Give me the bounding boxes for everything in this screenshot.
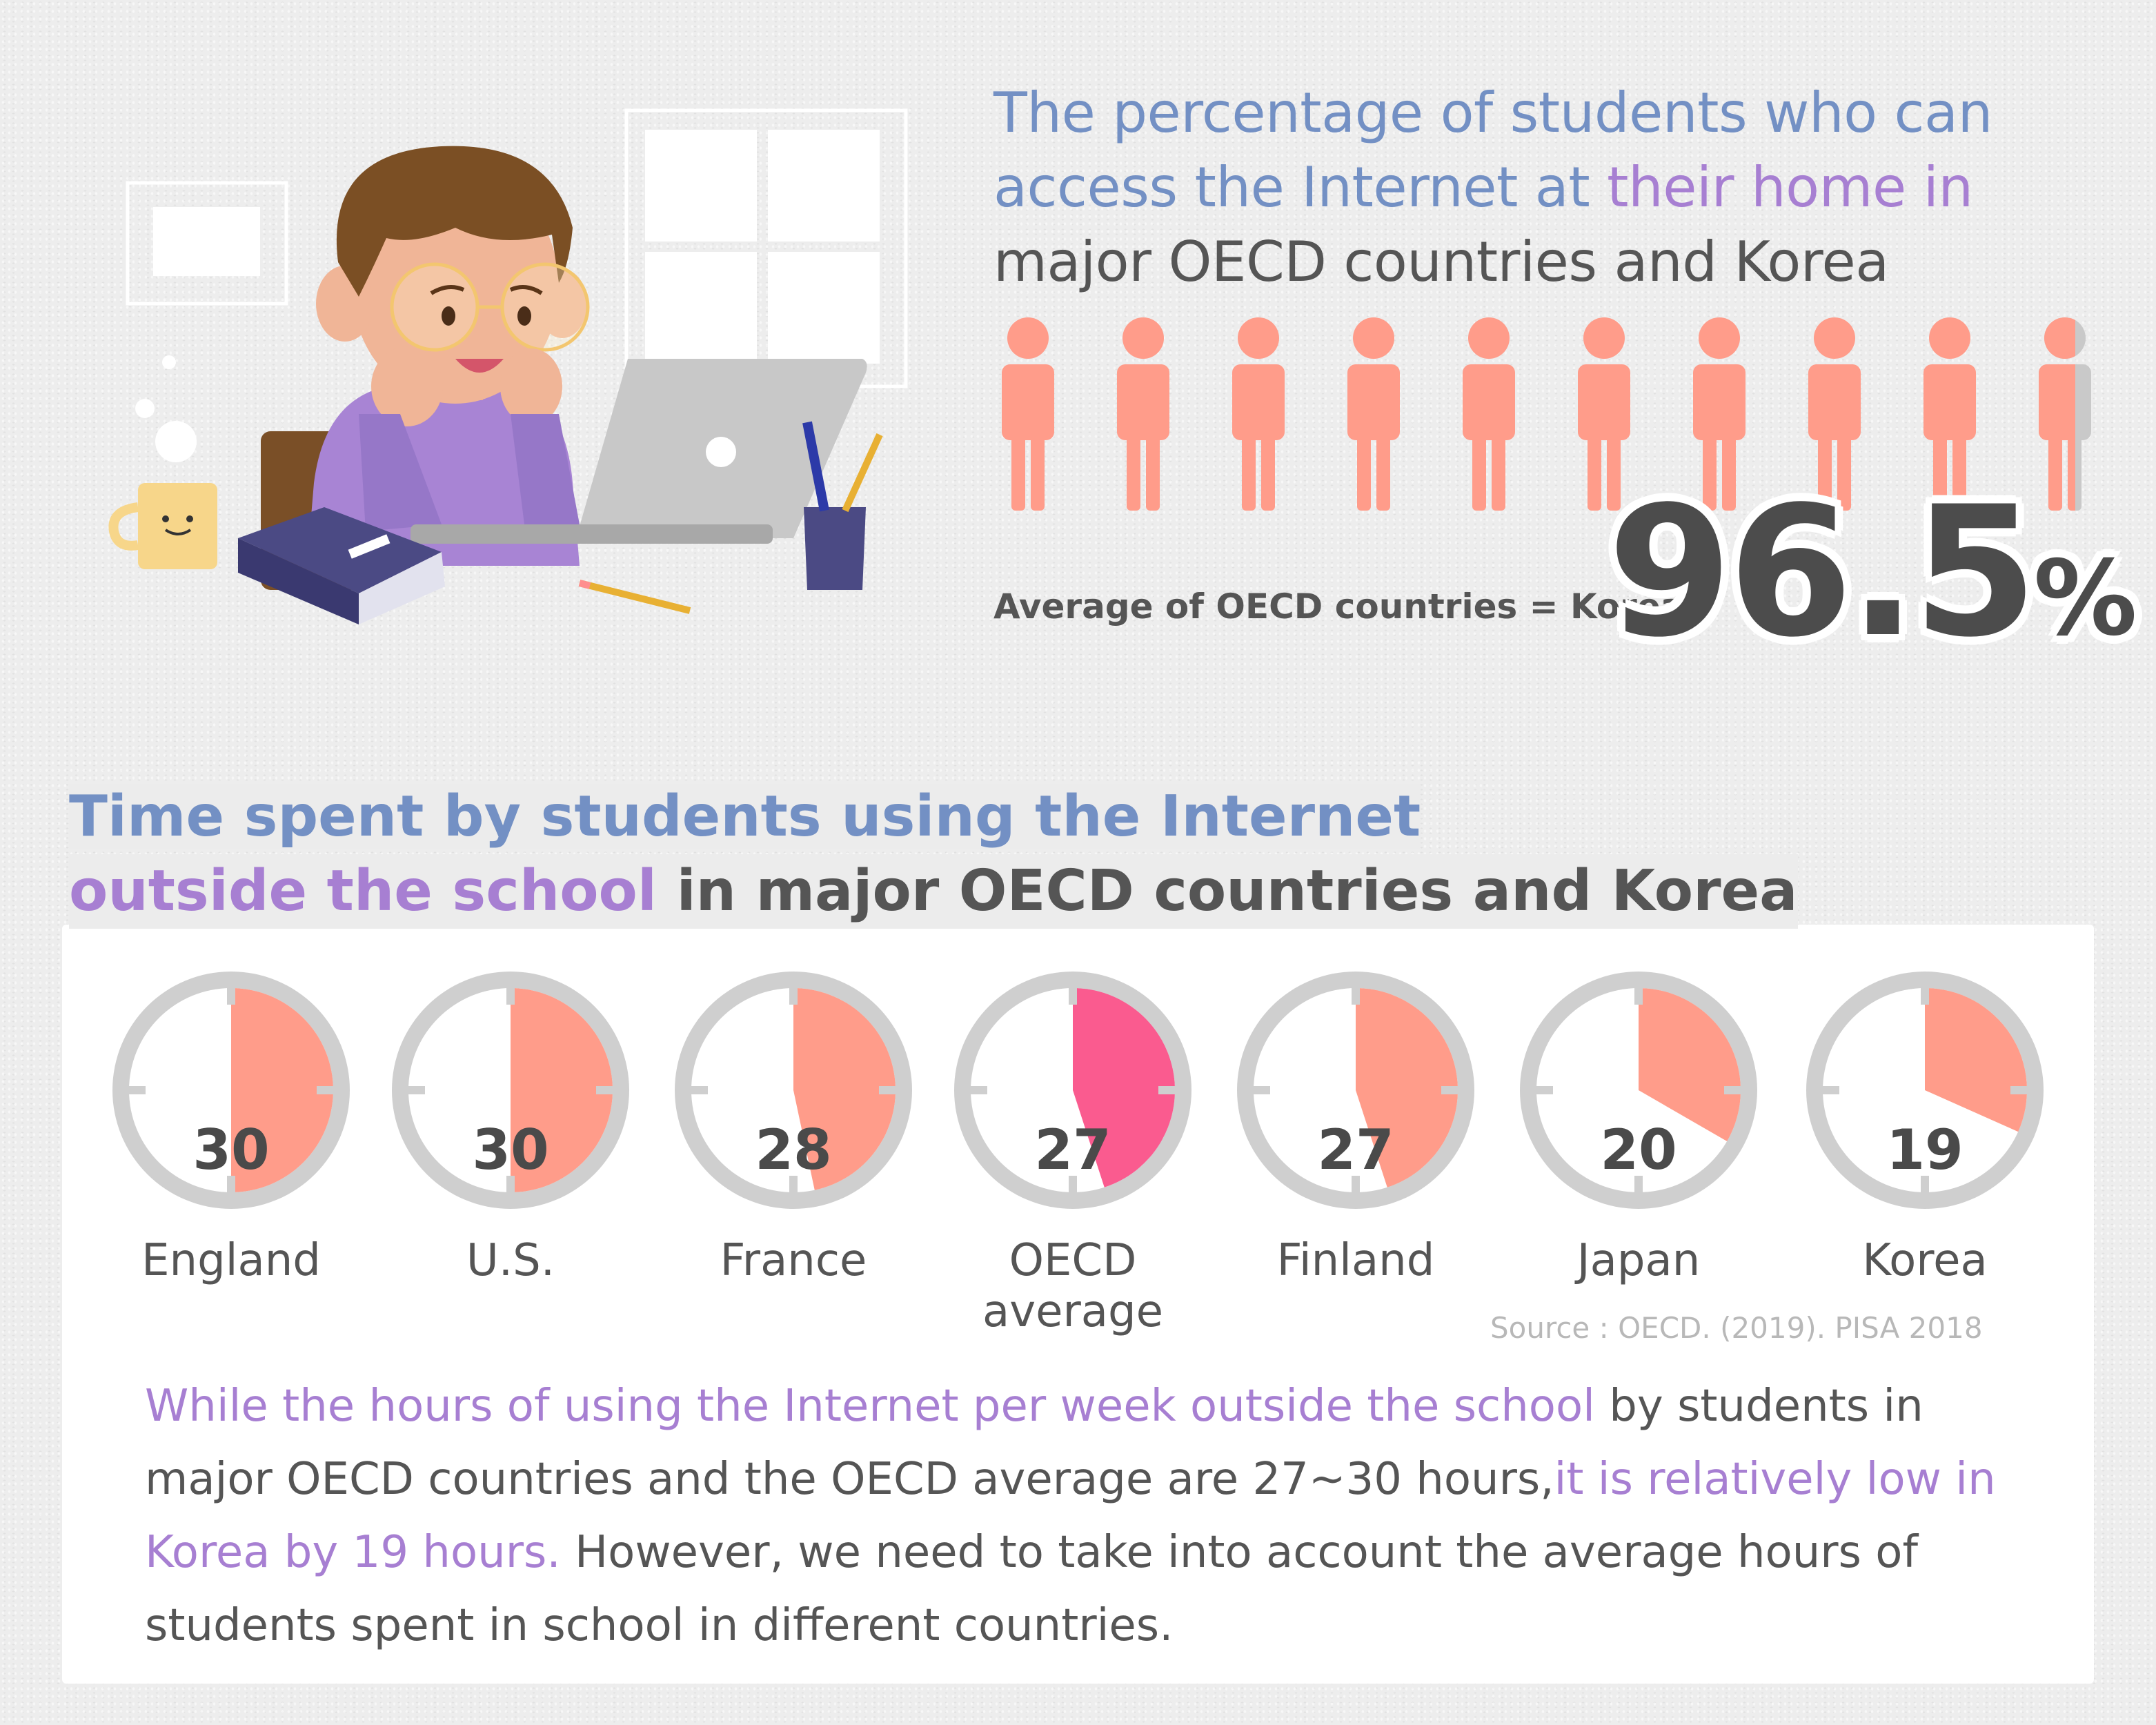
summary-part-3: it is relatively low in Korea by 19 hour… [145,1454,1996,1578]
person-icon [1463,317,1515,511]
clock-item: 30 U.S. [379,966,655,1297]
summary-part-1: While the hours of using the Internet pe… [145,1381,1595,1432]
clock-face [1806,972,2044,1209]
clock-value: 27 [1034,1118,1111,1182]
clock-label: U.S. [466,1235,555,1286]
access-headline: The percentage of students who can acces… [993,76,2097,299]
clock-item: 30 England [100,966,376,1297]
source-note: Source : OECD. (2019). PISA 2018 [1490,1311,1983,1345]
headline2-part-3: in major OECD countries and Korea [676,858,1798,924]
clock-wedge [1925,988,2027,1132]
clock-label: Korea [1862,1235,1988,1286]
student-laptop-illustration [108,108,908,624]
access-value: 96.5 [1608,469,2037,677]
clock-face [1237,972,1474,1209]
summary-part-2: by students in major OECD countries and … [145,1381,1923,1505]
clock-value: 28 [755,1118,832,1182]
clock-label: Finland [1276,1235,1435,1286]
clock-face [112,972,350,1209]
clock-item: 20 Japan [1507,966,1783,1297]
person-icon [1232,317,1285,511]
time-spent-headline: Time spent by students using the Interne… [69,780,1798,929]
headline2-part-1: Time spent by students using the Interne… [69,784,1421,849]
clock-face [1520,972,1757,1209]
clock-value: 20 [1600,1118,1677,1182]
clock-wedge [793,988,896,1190]
clock-label: England [141,1235,321,1286]
clock-label: France [720,1235,867,1286]
clock-face [675,972,912,1209]
clock-value: 27 [1317,1118,1394,1182]
summary-part-4: However, we need to take into account th… [145,1527,1918,1651]
clock-face [954,972,1191,1209]
clock-wedge [1356,988,1458,1187]
person-icon [1117,317,1169,511]
clock-label: Japan [1576,1235,1701,1286]
clock-label: OECD average [982,1235,1163,1337]
headline-part-3: major OECD countries and Korea [993,230,1889,294]
clock-item: 27 OECD average [942,966,1218,1337]
clock-value: 30 [192,1118,270,1182]
access-percentage: 96.5% [1608,483,2137,662]
clock-wedge [1073,988,1175,1187]
person-icon [1002,317,1054,511]
clock-value: 30 [472,1118,549,1182]
clock-wedge [1639,988,1741,1141]
clock-value: 19 [1886,1118,1964,1182]
access-unit: % [2033,539,2137,659]
clock-item: 27 Finland [1225,966,1501,1297]
headline-part-1: The percentage of students who can acces… [993,81,1992,219]
clock-wedge [511,988,613,1192]
clock-face [392,972,629,1209]
clock-item: 28 France [662,966,938,1297]
oecd-average-label: Average of OECD countries = Korea [993,586,1684,627]
summary-paragraph: While the hours of using the Internet pe… [145,1370,2049,1662]
person-icon [1347,317,1400,511]
clock-item: 19 Korea [1794,966,2070,1297]
headline-part-2: their home in [1607,155,1973,219]
clock-wedge [231,988,333,1192]
headline2-part-2: outside the school [69,858,657,924]
